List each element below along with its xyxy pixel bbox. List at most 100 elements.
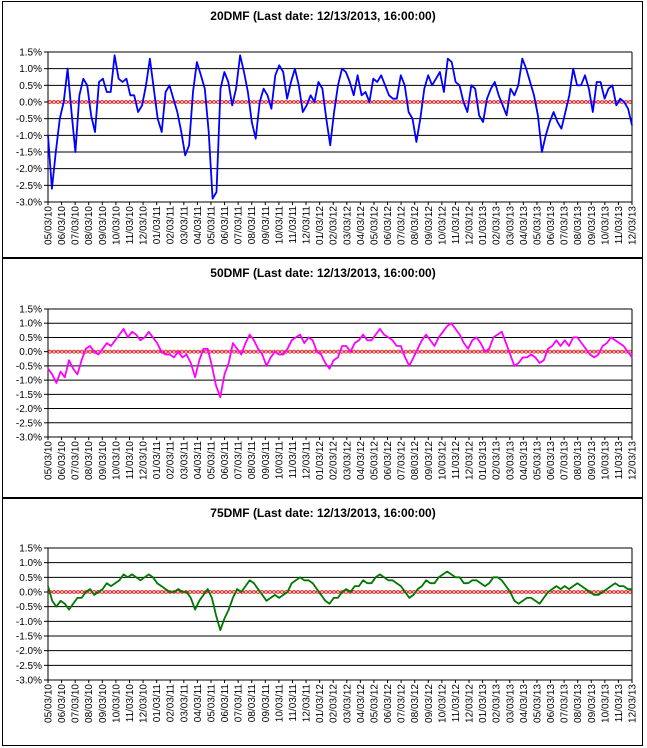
zero-marker [592,590,596,594]
x-tick-label: 07/03/12 [397,206,408,245]
zero-marker [56,590,60,594]
zero-marker [476,349,480,354]
x-tick-label: 10/03/12 [437,441,448,480]
x-tick-label: 10/03/10 [111,684,122,723]
zero-marker [268,590,272,594]
zero-marker [320,349,324,354]
chart-panel-20dmf: 20DMF (Last date: 12/13/2013, 16:00:00) 1… [2,1,643,258]
zero-marker [156,349,160,354]
x-tick-label: 09/03/10 [98,684,109,723]
x-tick-label: 03/03/13 [505,441,516,480]
zero-marker [300,349,304,354]
zero-marker [304,590,308,594]
zero-marker [372,100,376,104]
x-tick-label: 06/03/13 [546,684,557,723]
x-tick-label: 05/03/10 [44,441,55,480]
zero-marker [144,100,148,104]
zero-marker [424,349,428,354]
x-tick-label: 07/03/13 [560,684,571,723]
x-tick-label: 04/03/11 [193,441,204,480]
zero-marker [244,590,248,594]
y-tick-label: 0.5% [19,333,42,344]
x-tick-label: 07/03/13 [560,441,571,480]
x-tick-label: 11/03/12 [451,206,462,245]
x-tick-label: 12/03/13 [628,684,639,723]
zero-marker [324,590,328,594]
zero-marker [464,349,468,354]
zero-marker [364,590,368,594]
zero-marker [360,100,364,104]
zero-marker [136,349,140,354]
zero-marker [92,100,96,104]
zero-marker [492,349,496,354]
x-tick-label: 11/03/11 [288,684,299,722]
zero-marker [404,349,408,354]
zero-marker [528,349,532,354]
zero-marker [552,590,556,594]
zero-marker [108,590,112,594]
zero-marker [80,100,84,104]
x-tick-label: 08/03/10 [84,206,95,245]
x-tick-label: 01/03/11 [152,441,163,480]
zero-marker [556,100,560,104]
zero-marker [328,590,332,594]
zero-marker [68,590,72,594]
chart-title: 20DMF (Last date: 12/13/2013, 16:00:00) [210,9,435,23]
zero-marker [148,590,152,594]
zero-marker [384,349,388,354]
zero-marker [440,349,444,354]
x-tick-label: 01/03/13 [478,206,489,245]
x-tick-label: 02/03/12 [329,684,340,723]
zero-marker [376,349,380,354]
zero-marker [116,349,120,354]
x-tick-label: 12/03/10 [139,441,150,480]
x-tick-label: 09/03/12 [424,206,435,245]
x-tick-label: 07/03/13 [560,206,571,245]
x-tick-label: 04/03/11 [193,684,204,723]
zero-marker [308,590,312,594]
zero-marker [424,590,428,594]
zero-marker [416,100,420,104]
x-tick-label: 10/03/11 [274,441,285,480]
zero-marker [500,349,504,354]
chart-20dmf: 20DMF (Last date: 12/13/2013, 16:00:00) 1… [16,9,639,245]
y-tick-label: 1.0% [19,319,42,330]
zero-marker [364,349,368,354]
zero-marker [328,100,332,104]
zero-marker [496,349,500,354]
x-tick-label: 09/03/12 [424,441,435,480]
zero-marker [68,349,72,354]
zero-marker [408,349,412,354]
zero-marker [608,590,612,594]
x-tick-label: 08/03/11 [247,684,258,723]
zero-marker [592,349,596,354]
x-tick-label: 04/03/13 [519,441,530,480]
x-tick-label: 12/03/11 [302,684,313,723]
zero-marker [596,590,600,594]
x-tick-label: 04/03/11 [193,206,204,245]
x-tick-label: 11/03/13 [614,441,625,480]
x-tick-label: 06/03/12 [383,206,394,245]
zero-marker [512,590,516,594]
x-tick-label: 06/03/11 [220,441,231,480]
x-tick-label: 10/03/10 [111,441,122,480]
zero-marker [376,100,380,104]
x-tick-label: 09/03/11 [261,441,272,480]
y-tick-label: -3.0% [16,433,42,444]
x-tick-label: 05/03/12 [369,684,380,723]
zero-marker [580,590,584,594]
zero-marker [224,349,228,354]
x-tick-label: 06/03/10 [57,441,68,480]
zero-marker [516,100,520,104]
zero-marker [380,349,384,354]
zero-marker [88,349,92,354]
y-tick-label: 1.5% [19,544,42,555]
zero-marker [180,349,184,354]
zero-marker [440,590,444,594]
x-tick-label: 12/03/12 [465,206,476,245]
x-tick-label: 09/03/12 [424,684,435,723]
zero-marker [176,100,180,104]
zero-marker [536,349,540,354]
zero-marker [560,590,564,594]
zero-marker [352,349,356,354]
